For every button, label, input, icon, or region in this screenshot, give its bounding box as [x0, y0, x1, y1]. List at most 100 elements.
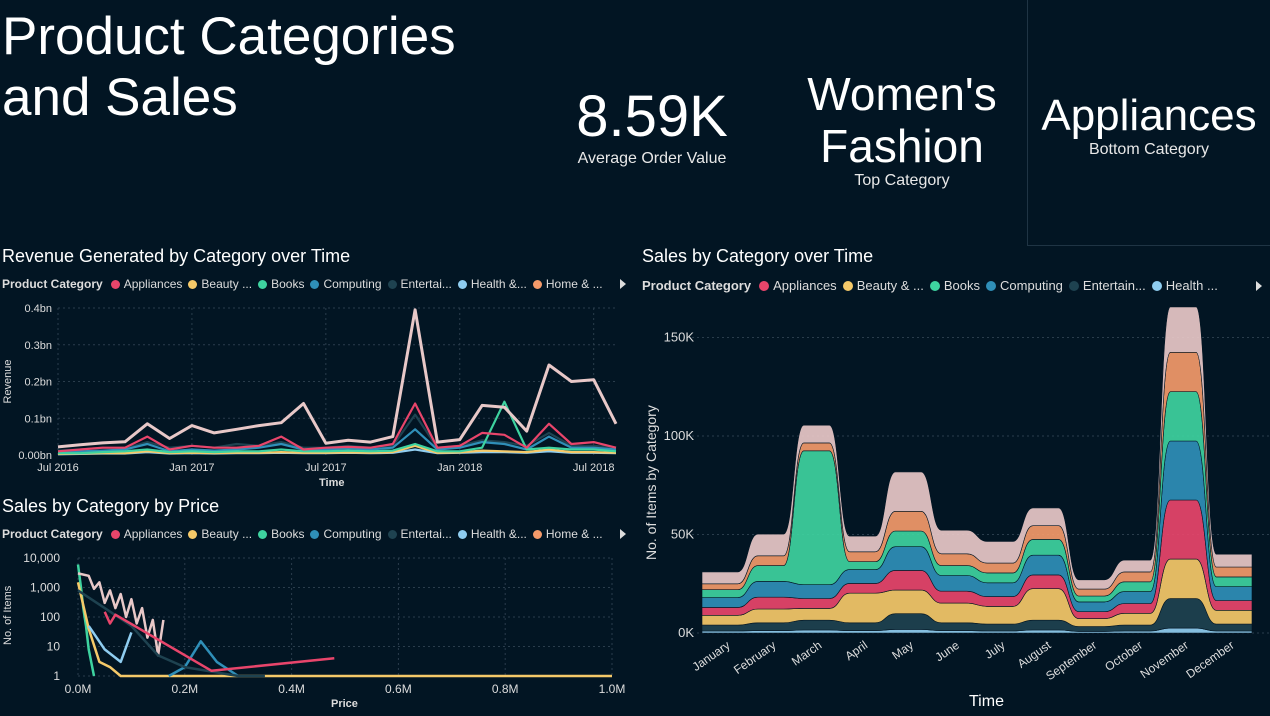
sales-legend-item[interactable]: Computing: [986, 278, 1063, 293]
x-tick-label: May: [889, 638, 916, 662]
legend-title: Product Category: [2, 527, 103, 541]
sales-legend-item[interactable]: Beauty & ...: [842, 278, 924, 293]
legend-label: Health &...: [470, 527, 527, 541]
legend-swatch: [258, 279, 268, 289]
x-axis-label: Price: [331, 698, 358, 710]
series-line: [57, 402, 617, 453]
sales-time-chart-title: Sales by Category over Time: [642, 246, 874, 266]
legend-swatch: [310, 279, 320, 289]
y-axis-label: No. of Items: [2, 585, 14, 645]
revenue-legend-item[interactable]: Computing: [310, 277, 382, 291]
series-line: [103, 611, 335, 673]
y-tick-label: 10,000: [23, 551, 60, 565]
legend-swatch: [188, 529, 198, 539]
legend-swatch: [188, 279, 198, 289]
legend-label: Entertain...: [1082, 278, 1146, 293]
sales-legend-item[interactable]: Health ...: [1151, 278, 1218, 293]
y-tick-label: 0.3bn: [24, 340, 52, 352]
price-legend-item[interactable]: Books: [258, 527, 304, 541]
revenue-chart-legend: Product Category Appliances Beauty ... Boo…: [2, 277, 626, 291]
x-tick-label: 0.0M: [65, 682, 92, 696]
revenue-legend-item[interactable]: Appliances: [110, 277, 183, 291]
legend-title: Product Category: [642, 278, 752, 293]
kpi-bottom-label: Bottom Category: [1088, 141, 1210, 158]
legend-swatch: [110, 279, 120, 289]
x-tick-label: Jul 2018: [573, 462, 615, 474]
kpi-bottom-category: Appliances Bottom Category: [1027, 0, 1270, 246]
series-line: [58, 400, 617, 455]
price-legend-item[interactable]: Home & ...: [532, 527, 603, 541]
legend-swatch: [387, 279, 397, 289]
price-legend-item[interactable]: Beauty ...: [188, 527, 252, 541]
x-tick-label: Jul 2016: [37, 462, 79, 474]
x-tick-label: November: [1138, 638, 1191, 681]
revenue-chart: 0.00bn 0.1bn 0.2bn 0.3bn 0.4bn Jul 2016 Jan 20…: [2, 303, 618, 489]
legend-label: Beauty & ...: [856, 278, 924, 293]
price-legend-item[interactable]: Computing: [310, 527, 382, 541]
x-tick-label: August: [1015, 638, 1054, 671]
sales-legend-item[interactable]: Books: [929, 278, 980, 293]
revenue-legend-item[interactable]: Books: [258, 277, 304, 291]
series-line: [87, 625, 133, 664]
legend-swatch: [759, 280, 770, 291]
page-title: Product Categories and Sales: [2, 7, 456, 127]
revenue-chart-title: Revenue Generated by Category over Time: [2, 246, 351, 266]
x-axis-label: Time: [969, 693, 1004, 710]
legend-swatch: [110, 529, 120, 539]
legend-label: Health &...: [470, 277, 527, 291]
price-legend-item[interactable]: Entertai...: [387, 527, 452, 541]
x-tick-label: 1.0M: [599, 682, 626, 696]
series-line: [77, 589, 265, 678]
revenue-legend-item[interactable]: Entertai...: [387, 277, 452, 291]
legend-swatch: [310, 529, 320, 539]
x-tick-label: September: [1043, 638, 1099, 683]
y-tick-label: 10: [47, 640, 61, 654]
y-axis-label: Revenue: [2, 359, 14, 403]
series-line: [76, 582, 612, 678]
legend-label: Appliances: [123, 527, 183, 541]
price-chart-legend: Product Category Appliances Beauty ... Boo…: [2, 527, 626, 541]
price-legend-item[interactable]: Health &...: [457, 527, 527, 541]
revenue-legend-item[interactable]: Beauty ...: [188, 277, 252, 291]
kpi-top-value: Women's Fashion: [807, 68, 997, 172]
y-tick-label: 0.1bn: [24, 413, 52, 425]
legend-swatch: [532, 529, 542, 539]
x-tick-label: December: [1183, 638, 1236, 681]
kpi-aov-value: 8.59K: [576, 84, 728, 149]
y-tick-label: 0K: [678, 625, 694, 640]
x-tick-label: 0.8M: [492, 682, 519, 696]
legend-swatch: [532, 279, 542, 289]
x-tick-label: January: [690, 638, 733, 674]
sales-legend-item[interactable]: Entertain...: [1068, 278, 1146, 293]
price-legend-item[interactable]: Appliances: [110, 527, 183, 541]
legend-swatch: [986, 280, 997, 291]
kpi-top-label: Top Category: [854, 172, 950, 189]
legend-swatch: [1151, 280, 1162, 291]
legend-swatch: [457, 279, 467, 289]
revenue-legend-item[interactable]: Health &...: [457, 277, 527, 291]
y-tick-label: 0.00bn: [18, 450, 52, 462]
series-line: [57, 308, 618, 449]
sales-legend-item[interactable]: Appliances: [759, 278, 837, 293]
kpi-average-order-value: 8.59K Average Order Value: [552, 84, 752, 168]
legend-label: Beauty ...: [201, 277, 253, 291]
kpi-top-category: Women's Fashion Top Category: [782, 68, 1022, 190]
legend-label: Books: [271, 277, 305, 291]
legend-title: Product Category: [2, 277, 103, 291]
x-tick-label: 0.2M: [171, 682, 198, 696]
legend-label: Appliances: [123, 277, 183, 291]
y-tick-label: 100: [40, 610, 60, 624]
legend-label: Computing: [323, 277, 382, 291]
series-line: [57, 428, 617, 454]
y-tick-label: 1,000: [30, 581, 60, 595]
legend-next-arrow-icon[interactable]: [620, 279, 626, 289]
legend-label: Beauty ...: [201, 527, 253, 541]
legend-next-arrow-icon[interactable]: [1256, 280, 1262, 291]
series-line: [57, 444, 617, 455]
legend-next-arrow-icon[interactable]: [620, 529, 626, 539]
x-tick-label: Jan 2017: [169, 462, 214, 474]
revenue-legend-item[interactable]: Home & ...: [532, 277, 603, 291]
series-line: [76, 564, 96, 677]
y-tick-label: 0.4bn: [24, 303, 52, 315]
